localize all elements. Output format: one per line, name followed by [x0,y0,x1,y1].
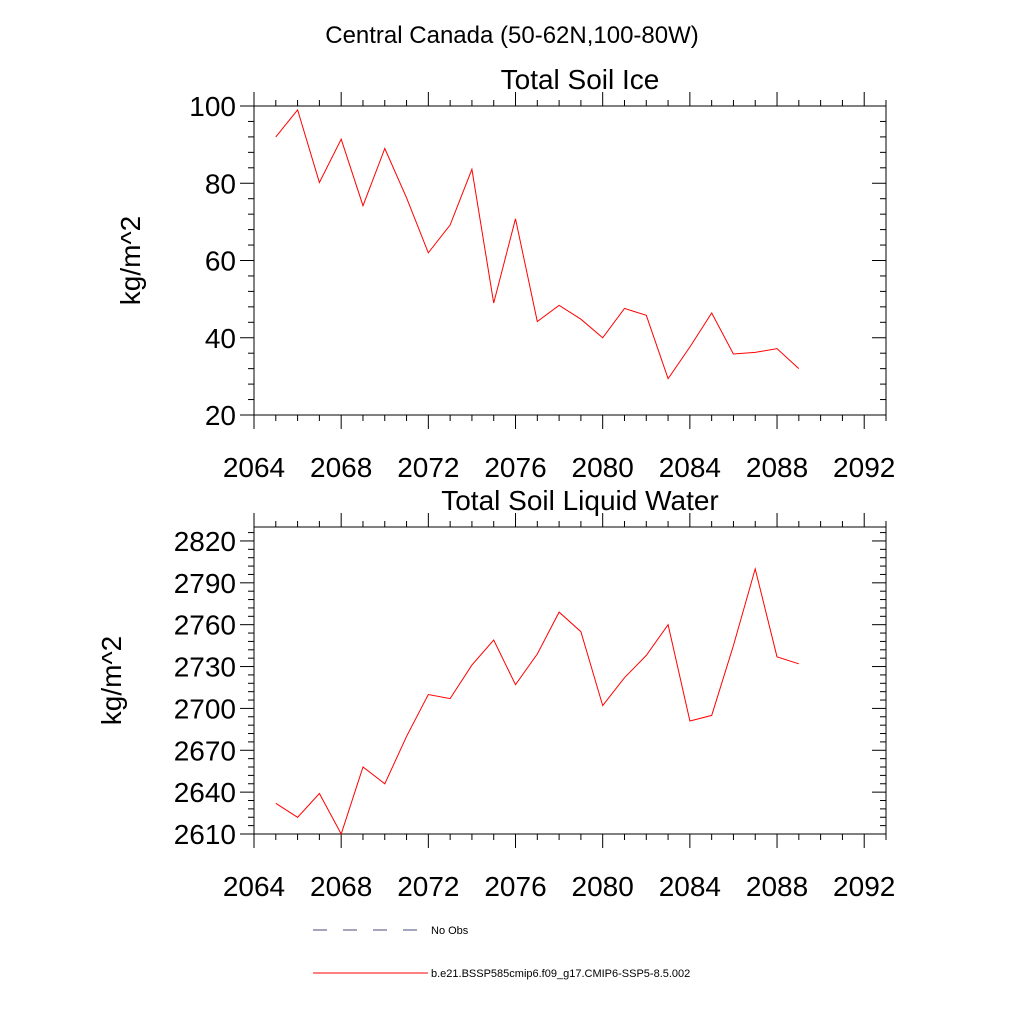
x-tick-label: 2092 [833,452,895,483]
y-tick-label: 2820 [174,526,236,557]
x-tick-label: 2064 [223,871,285,902]
x-tick-label: 2080 [572,871,634,902]
y-tick-label: 2760 [174,610,236,641]
x-tick-label: 2084 [659,452,721,483]
y-tick-label: 2790 [174,568,236,599]
series-line [275,108,800,380]
panel-title: Total Soil Liquid Water [441,485,719,516]
y-tick-label: 2700 [174,693,236,724]
y-tick-label: 40 [205,323,236,354]
plot-frame [253,105,887,416]
x-tick-label: 2064 [223,452,285,483]
y-tick-label: 2640 [174,777,236,808]
y-tick-label: 2730 [174,652,236,683]
y-axis-label: kg/m^2 [115,216,146,305]
y-axis-label: kg/m^2 [96,636,127,725]
x-tick-label: 2072 [397,452,459,483]
y-tick-label: 60 [205,246,236,277]
plot-frame [253,526,887,835]
x-tick-label: 2076 [484,871,546,902]
y-tick-label: 80 [205,168,236,199]
panel-title: Total Soil Ice [501,64,660,95]
panel-total-soil-liquid-water: 2064 2068 2072 2076 2080 2084 2088 2092 2610 2640… [96,485,895,902]
y-tick-label: 2670 [174,735,236,766]
x-tick-label: 2076 [484,452,546,483]
x-tick-label: 2088 [746,871,808,902]
panel-total-soil-ice: 2064 2068 2072 2076 2080 2084 2088 2092 20 40 60 80… [115,64,895,483]
x-tick-label: 2084 [659,871,721,902]
y-tick-label: 20 [205,400,236,431]
x-tick-label: 2088 [746,452,808,483]
series-line [275,566,799,836]
figure-title: Central Canada (50-62N,100-80W) [325,22,699,49]
x-tick-label: 2068 [310,452,372,483]
y-tick-label: 2610 [174,819,236,850]
legend: No Obs b.e21.BSSP585cmip6.f09_g17.CMIP6-… [313,925,690,980]
legend-label-model: b.e21.BSSP585cmip6.f09_g17.CMIP6-SSP5-8.… [431,968,690,980]
legend-label-no-obs: No Obs [431,925,469,937]
x-tick-label: 2080 [572,452,634,483]
x-tick-label: 2092 [833,871,895,902]
x-tick-label: 2072 [397,871,459,902]
y-tick-label: 100 [189,91,236,122]
x-tick-label: 2068 [310,871,372,902]
